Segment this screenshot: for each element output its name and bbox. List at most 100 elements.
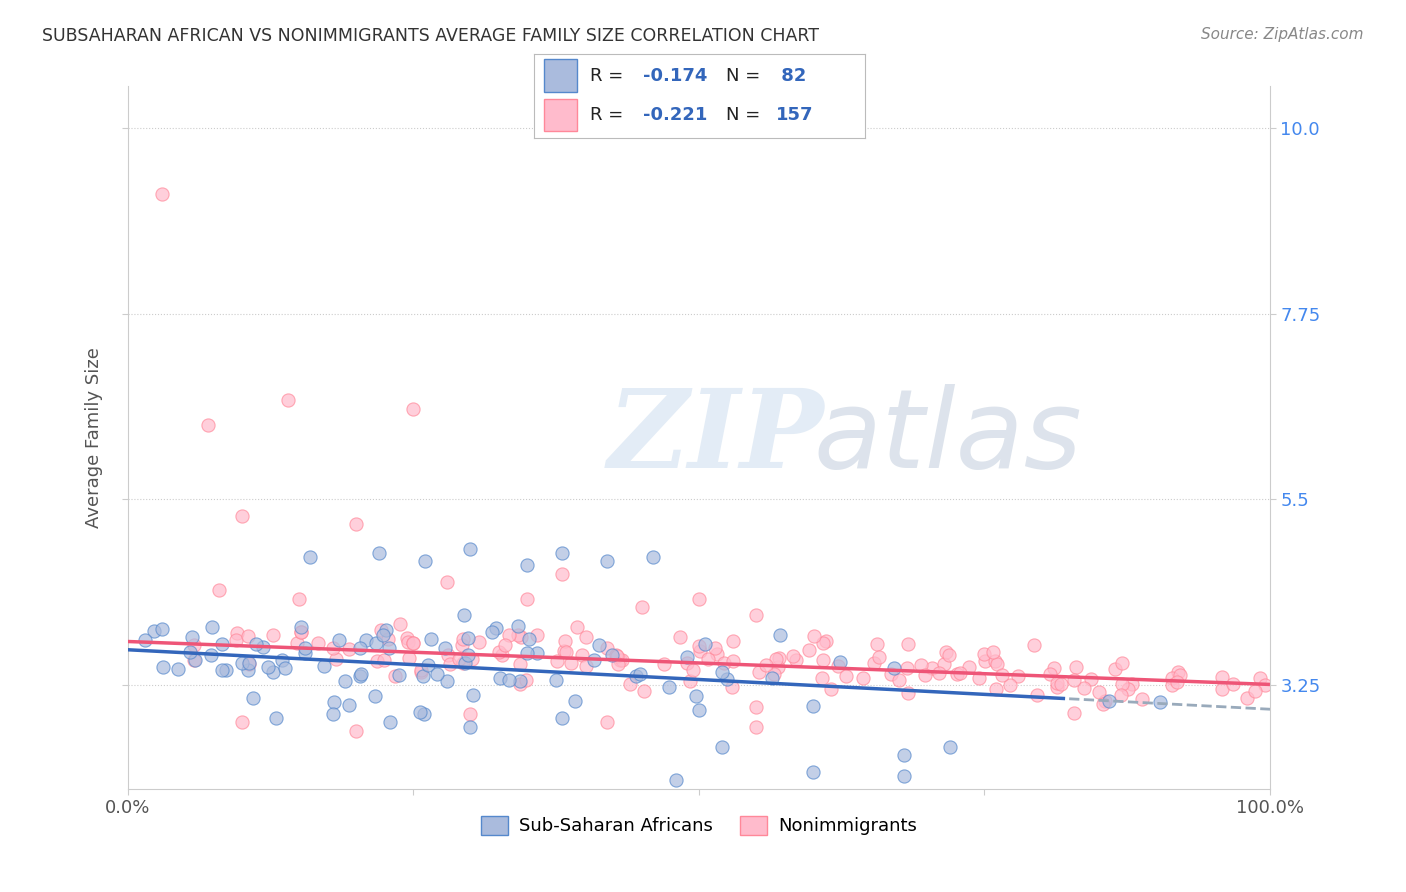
Point bbox=[277, 393, 299, 408]
Point bbox=[451, 657, 474, 671]
Point bbox=[815, 634, 838, 648]
Point bbox=[668, 630, 690, 644]
Point bbox=[688, 591, 710, 606]
Point bbox=[973, 647, 995, 661]
Point bbox=[288, 591, 311, 606]
Point bbox=[453, 607, 475, 622]
Point bbox=[938, 648, 960, 663]
Point bbox=[337, 641, 360, 656]
Point bbox=[208, 583, 231, 598]
Point bbox=[373, 653, 395, 667]
Point bbox=[652, 657, 675, 672]
Point bbox=[551, 546, 574, 560]
Point bbox=[1073, 681, 1095, 695]
Point bbox=[763, 667, 786, 681]
Point bbox=[939, 740, 962, 755]
Point bbox=[377, 640, 399, 655]
Point bbox=[413, 706, 436, 721]
Point bbox=[560, 657, 582, 671]
Point bbox=[285, 636, 308, 650]
Point bbox=[745, 608, 768, 623]
Point bbox=[236, 629, 259, 643]
Point bbox=[981, 645, 1004, 659]
Point bbox=[765, 652, 787, 666]
Point bbox=[402, 401, 425, 416]
Point bbox=[245, 637, 267, 651]
Point bbox=[721, 654, 744, 668]
Point bbox=[509, 657, 531, 672]
Point bbox=[665, 773, 688, 788]
Point bbox=[1149, 695, 1171, 709]
Point bbox=[377, 632, 399, 646]
Point bbox=[868, 649, 890, 664]
Text: -0.221: -0.221 bbox=[644, 106, 707, 124]
Point bbox=[766, 659, 789, 673]
Point bbox=[325, 652, 347, 666]
Point bbox=[454, 656, 477, 670]
Point bbox=[1121, 677, 1143, 691]
Point bbox=[893, 748, 915, 763]
Point bbox=[811, 635, 834, 649]
Point bbox=[328, 633, 350, 648]
Point bbox=[785, 653, 807, 667]
Point bbox=[935, 645, 957, 659]
Point bbox=[575, 658, 598, 673]
Point bbox=[262, 665, 284, 679]
Point bbox=[610, 653, 633, 667]
Point bbox=[797, 643, 820, 657]
Point bbox=[1253, 677, 1275, 691]
Point bbox=[1104, 662, 1126, 676]
Point bbox=[436, 574, 458, 589]
Point bbox=[262, 628, 284, 642]
Point bbox=[498, 628, 520, 642]
Point bbox=[509, 677, 531, 691]
Point bbox=[887, 673, 910, 688]
Point bbox=[893, 769, 915, 783]
Point bbox=[468, 634, 491, 648]
Point bbox=[398, 650, 420, 665]
Text: N =: N = bbox=[725, 106, 766, 124]
Point bbox=[828, 655, 851, 669]
Point bbox=[225, 625, 247, 640]
Point bbox=[238, 657, 260, 672]
Text: 157: 157 bbox=[776, 106, 813, 124]
Point bbox=[374, 623, 396, 637]
Point bbox=[1166, 675, 1188, 690]
Point bbox=[984, 654, 1007, 668]
Point bbox=[183, 653, 205, 667]
Point bbox=[1161, 677, 1184, 691]
Point bbox=[609, 653, 631, 667]
Point bbox=[463, 689, 485, 703]
Point bbox=[1000, 678, 1022, 692]
Point bbox=[863, 657, 886, 671]
Point bbox=[768, 651, 790, 665]
Point bbox=[1094, 694, 1116, 708]
Point bbox=[290, 624, 312, 639]
Point bbox=[1244, 683, 1267, 698]
Point bbox=[402, 636, 425, 650]
Point bbox=[264, 711, 287, 725]
Point bbox=[658, 681, 681, 695]
Point bbox=[236, 663, 259, 677]
Point bbox=[633, 684, 655, 698]
Point bbox=[811, 671, 834, 685]
Point bbox=[242, 690, 264, 705]
Point bbox=[1167, 665, 1189, 680]
Point bbox=[748, 665, 770, 679]
Point bbox=[488, 645, 510, 659]
Point bbox=[1168, 667, 1191, 681]
Point bbox=[546, 673, 568, 688]
Point bbox=[1116, 682, 1139, 697]
Point bbox=[897, 637, 920, 651]
Point bbox=[689, 644, 711, 658]
Point bbox=[1222, 677, 1244, 691]
Point bbox=[865, 637, 887, 651]
Point bbox=[801, 764, 824, 779]
Point bbox=[745, 700, 768, 714]
Point bbox=[433, 640, 456, 655]
Point bbox=[551, 566, 574, 581]
Point bbox=[274, 661, 297, 675]
Point bbox=[596, 715, 619, 730]
Point bbox=[416, 658, 439, 673]
Point bbox=[460, 707, 482, 722]
